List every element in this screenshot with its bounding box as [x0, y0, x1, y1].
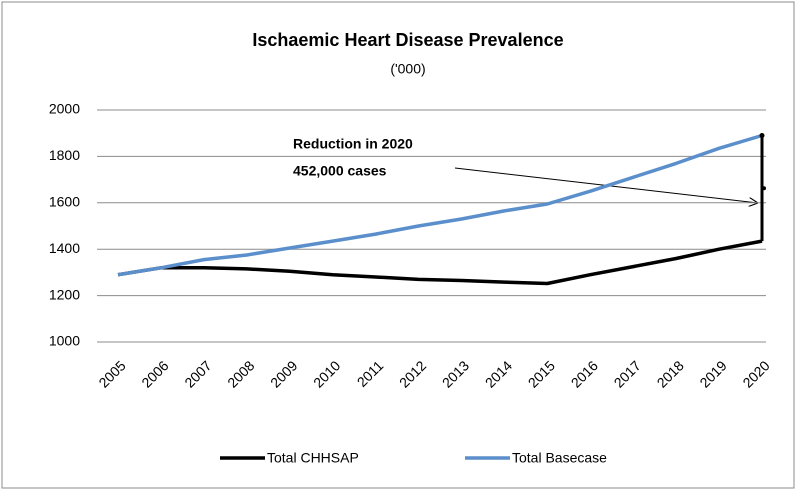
y-tick-label: 1600 — [49, 194, 80, 210]
y-tick-label: 1400 — [49, 240, 80, 256]
annotation: Reduction in 2020 — [293, 136, 413, 152]
chart-title: Ischaemic Heart Disease Prevalence — [252, 30, 563, 50]
series-line — [117, 133, 763, 277]
y-tick-label: 2000 — [49, 101, 80, 117]
reduction-end — [759, 133, 765, 139]
annotation: 452,000 cases — [293, 163, 387, 179]
chart-subtitle: ('000) — [390, 61, 425, 77]
series-line — [117, 239, 763, 286]
y-tick-label: 1000 — [49, 333, 80, 349]
legend-label: Total CHHSAP — [267, 450, 359, 466]
reduction-mid — [762, 186, 766, 191]
y-tick-label: 1200 — [49, 286, 80, 302]
y-tick-label: 1800 — [49, 147, 80, 163]
legend-label: Total Basecase — [512, 450, 607, 466]
